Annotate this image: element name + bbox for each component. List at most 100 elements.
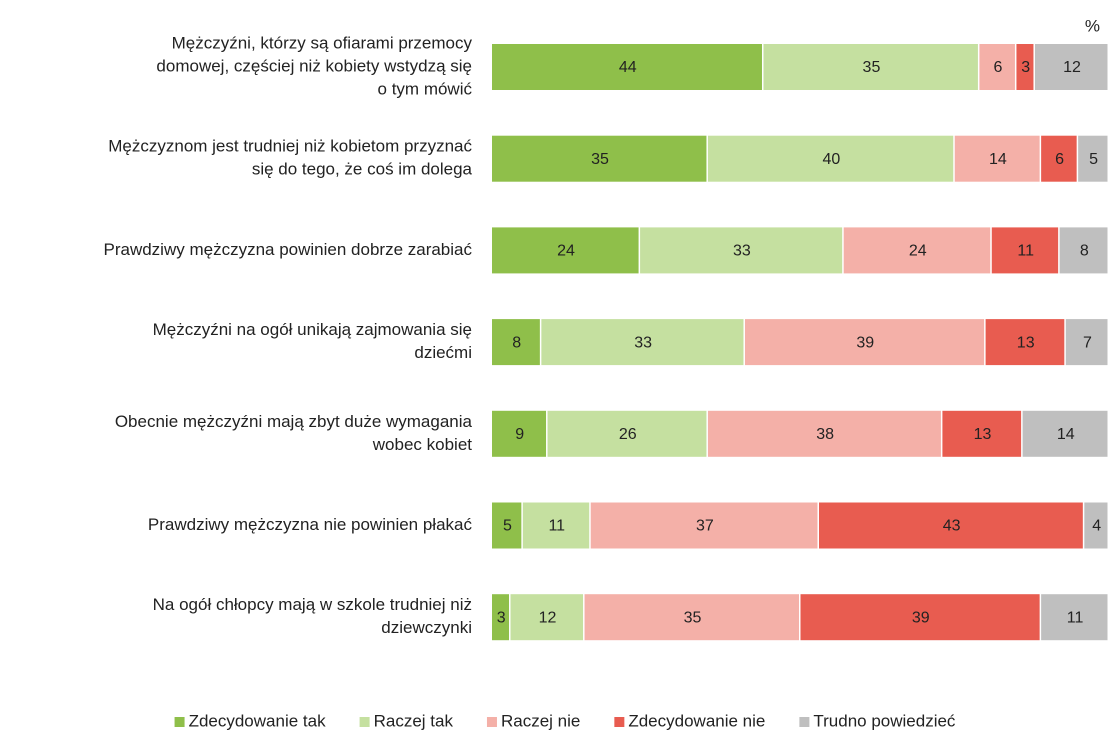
category-label: Mężczyźni na ogół unikają zajmowania się bbox=[153, 320, 472, 339]
legend-swatch bbox=[799, 717, 810, 727]
legend-label: Zdecydowanie tak bbox=[189, 711, 327, 730]
legend-swatch bbox=[614, 717, 625, 727]
value-label: 13 bbox=[974, 426, 992, 443]
category-label: Na ogół chłopcy mają w szkole trudniej n… bbox=[153, 595, 472, 614]
bar-segment bbox=[640, 227, 843, 274]
value-label: 11 bbox=[548, 518, 565, 535]
value-label: 6 bbox=[993, 59, 1002, 76]
category-label: Prawdziwy mężczyzna powinien dobrze zara… bbox=[104, 240, 473, 259]
bar-segment bbox=[1065, 319, 1108, 366]
value-label: 7 bbox=[1083, 334, 1092, 351]
legend-swatch bbox=[486, 717, 497, 727]
value-label: 43 bbox=[943, 518, 961, 535]
value-label: 11 bbox=[1067, 609, 1084, 626]
value-label: 8 bbox=[1080, 243, 1089, 260]
value-label: 35 bbox=[684, 609, 702, 626]
category-label: o tym mówić bbox=[378, 79, 473, 98]
bar-segment bbox=[492, 410, 547, 457]
bar-segment bbox=[1059, 227, 1108, 274]
bar-segment bbox=[541, 319, 744, 366]
category-label: Obecnie mężczyźni mają zbyt duże wymagan… bbox=[115, 412, 473, 431]
bar-segment bbox=[763, 44, 978, 90]
value-label: 37 bbox=[696, 518, 714, 535]
legend-item: Raczej nie bbox=[486, 711, 580, 730]
legend-label: Raczej tak bbox=[374, 711, 454, 730]
value-label: 3 bbox=[497, 609, 506, 626]
bar-segment bbox=[1041, 594, 1108, 641]
category-label: domowej, częściej niż kobiety wstydzą si… bbox=[156, 56, 472, 75]
value-label: 11 bbox=[1017, 243, 1034, 260]
value-label: 44 bbox=[619, 59, 637, 76]
value-label: 33 bbox=[634, 334, 652, 351]
category-label: Mężczyznom jest trudniej niż kobietom pr… bbox=[108, 137, 472, 156]
bar-segment bbox=[991, 227, 1059, 274]
unit-label: % bbox=[1085, 16, 1100, 35]
category-label: wobec kobiet bbox=[372, 435, 473, 454]
value-label: 24 bbox=[557, 243, 575, 260]
legend-swatch bbox=[174, 717, 185, 727]
category-label: dziećmi bbox=[414, 343, 472, 362]
bar-segment bbox=[590, 502, 818, 549]
value-label: 33 bbox=[733, 243, 751, 260]
value-label: 12 bbox=[539, 609, 557, 626]
bar-segment bbox=[1041, 135, 1077, 182]
category-label: dziewczynki bbox=[381, 618, 472, 637]
bar-segment bbox=[510, 594, 584, 641]
bar-segment bbox=[744, 319, 985, 366]
value-label: 39 bbox=[912, 609, 930, 626]
bar-segment bbox=[985, 319, 1065, 366]
value-label: 3 bbox=[1021, 59, 1030, 76]
value-label: 5 bbox=[1089, 151, 1098, 168]
value-label: 24 bbox=[909, 243, 927, 260]
value-label: 35 bbox=[591, 151, 609, 168]
bar-segment bbox=[584, 594, 799, 641]
bar-segment bbox=[979, 44, 1015, 90]
bar-segment bbox=[1078, 135, 1108, 182]
legend-item: Zdecydowanie nie bbox=[614, 711, 765, 730]
bar-segment bbox=[492, 44, 762, 90]
value-label: 5 bbox=[503, 518, 512, 535]
value-label: 35 bbox=[863, 59, 881, 76]
value-label: 26 bbox=[619, 426, 637, 443]
value-label: 9 bbox=[515, 426, 524, 443]
bar-segment bbox=[492, 135, 707, 182]
value-label: 40 bbox=[822, 151, 840, 168]
bar-segment bbox=[492, 227, 639, 274]
value-label: 12 bbox=[1063, 59, 1081, 76]
bar-segment bbox=[707, 410, 941, 457]
legend-item: Raczej tak bbox=[359, 711, 454, 730]
bar-segment bbox=[1016, 44, 1034, 90]
bar-segment bbox=[492, 319, 540, 366]
legend-label: Raczej nie bbox=[501, 711, 580, 730]
value-label: 8 bbox=[512, 334, 521, 351]
bar-segment bbox=[547, 410, 707, 457]
bar-segment bbox=[1034, 44, 1108, 90]
legend-item: Zdecydowanie tak bbox=[174, 711, 327, 730]
bar-segment bbox=[800, 594, 1040, 641]
legend-item: Trudno powiedzieć bbox=[799, 711, 956, 730]
bar-segment bbox=[819, 502, 1083, 549]
value-label: 6 bbox=[1055, 151, 1064, 168]
bar-segment bbox=[492, 502, 522, 549]
legend-label: Zdecydowanie nie bbox=[628, 711, 765, 730]
value-label: 14 bbox=[989, 151, 1007, 168]
bar-segment bbox=[1022, 410, 1108, 457]
bar-segment bbox=[1084, 502, 1108, 549]
legend-swatch bbox=[359, 717, 370, 727]
bar-segment bbox=[942, 410, 1022, 457]
value-label: 4 bbox=[1092, 518, 1101, 535]
category-label: się do tego, że coś im dolega bbox=[252, 160, 473, 179]
bar-segment bbox=[707, 135, 954, 182]
bar-segment bbox=[522, 502, 590, 549]
value-label: 14 bbox=[1057, 426, 1075, 443]
bar-segment bbox=[492, 594, 510, 641]
category-label: Prawdziwy mężczyzna nie powinien płakać bbox=[148, 515, 473, 534]
value-label: 39 bbox=[856, 334, 874, 351]
category-label: Mężczyźni, którzy są ofiarami przemocy bbox=[172, 33, 473, 52]
value-label: 38 bbox=[816, 426, 834, 443]
legend-label: Trudno powiedzieć bbox=[813, 711, 956, 730]
value-label: 13 bbox=[1017, 334, 1035, 351]
bar-segment bbox=[954, 135, 1040, 182]
bar-segment bbox=[843, 227, 991, 274]
